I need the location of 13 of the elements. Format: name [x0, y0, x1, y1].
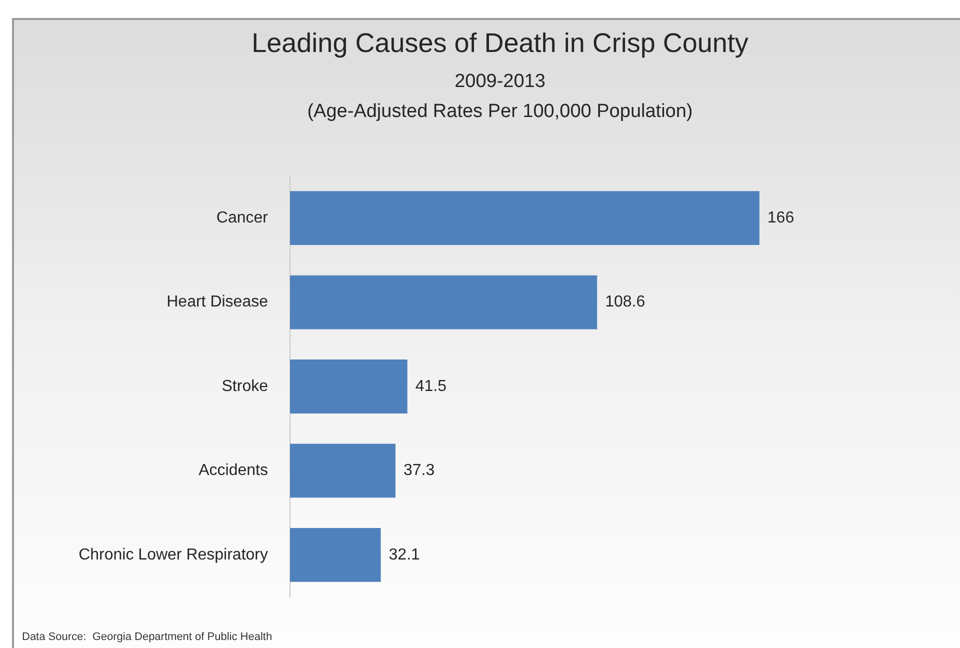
- y-tick-label: Chronic Lower Respiratory: [78, 546, 268, 564]
- y-tick-label: Accidents: [198, 462, 268, 480]
- data-label: 32.1: [388, 546, 420, 564]
- data-label: 41.5: [415, 378, 447, 395]
- source-note: Data Source: Georgia Department of Public Health: [22, 631, 272, 643]
- y-tick-label: Cancer: [216, 210, 269, 227]
- data-label: 37.3: [403, 462, 435, 480]
- y-tick-label: Heart Disease: [166, 294, 268, 311]
- data-label: 166: [767, 210, 794, 227]
- chart-subtitle: 2009-2013 (Age-Adjusted Rates Per 100,000 Population): [307, 71, 693, 122]
- data-label: 108.6: [605, 294, 646, 311]
- chart-title: Leading Causes of Death in Crisp County: [252, 28, 749, 58]
- y-tick-label: Stroke: [222, 378, 268, 395]
